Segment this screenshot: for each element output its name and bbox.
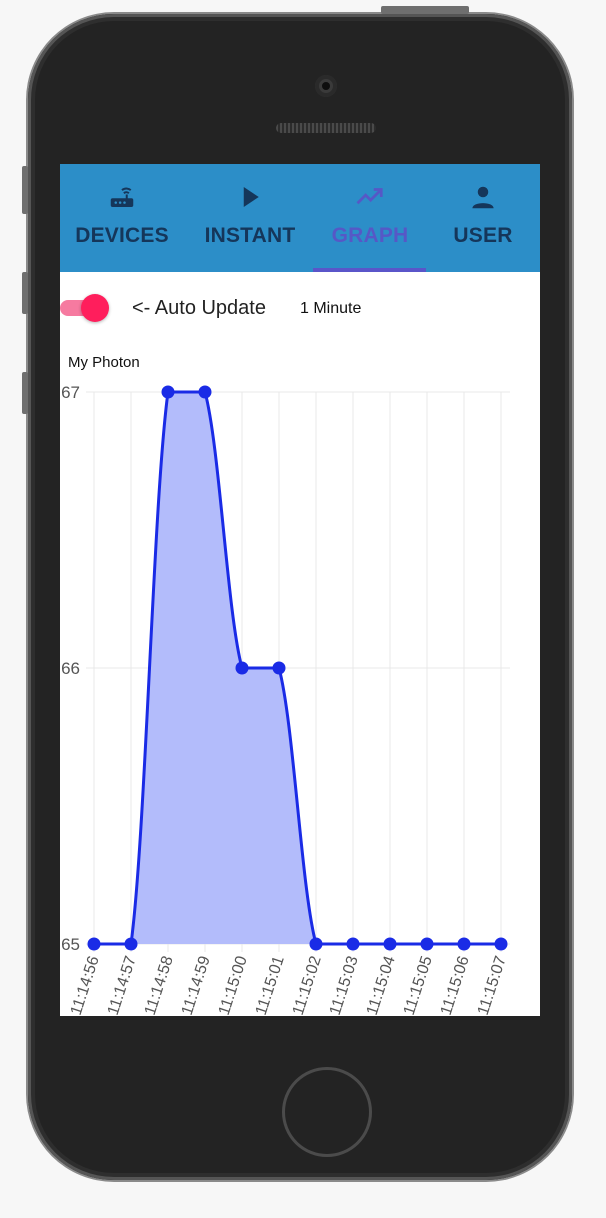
speaker-grille bbox=[276, 123, 376, 133]
data-point bbox=[272, 661, 286, 675]
tab-instant[interactable]: INSTANT bbox=[200, 164, 300, 272]
x-tick-label: 11:15:04 bbox=[364, 954, 399, 1016]
x-tick-label: 11:14:59 bbox=[179, 954, 214, 1016]
x-tick-label: 11:14:56 bbox=[68, 954, 103, 1016]
interval-selector[interactable]: 1 Minute bbox=[300, 300, 362, 317]
data-point bbox=[124, 937, 138, 951]
tab-user-label: USER bbox=[453, 224, 513, 247]
chart-title: My Photon bbox=[68, 354, 140, 371]
series-area bbox=[94, 392, 501, 944]
top-nav: DEVICES INSTANT GRAPH USER bbox=[60, 164, 540, 272]
data-point bbox=[87, 937, 101, 951]
camera-icon bbox=[315, 75, 337, 97]
tab-instant-label: INSTANT bbox=[204, 224, 296, 247]
mute-switch[interactable] bbox=[22, 166, 28, 214]
tab-user[interactable]: USER bbox=[433, 164, 533, 272]
x-tick-label: 11:14:57 bbox=[105, 954, 140, 1016]
toggle-knob bbox=[81, 294, 109, 322]
x-tick-label: 11:15:00 bbox=[216, 954, 251, 1016]
person-icon bbox=[472, 186, 494, 209]
volume-up-button[interactable] bbox=[22, 272, 28, 314]
home-button[interactable] bbox=[282, 1067, 372, 1157]
y-tick-label: 65 bbox=[61, 935, 80, 954]
data-point bbox=[309, 937, 323, 951]
x-tick-label: 11:15:02 bbox=[290, 954, 325, 1016]
active-tab-indicator bbox=[313, 268, 426, 272]
x-tick-label: 11:15:05 bbox=[401, 954, 436, 1016]
auto-update-toggle[interactable] bbox=[60, 294, 112, 322]
data-point bbox=[161, 385, 175, 399]
router-icon bbox=[110, 187, 134, 207]
data-point bbox=[494, 937, 508, 951]
x-tick-label: 11:14:58 bbox=[142, 954, 177, 1016]
power-button[interactable] bbox=[381, 6, 469, 14]
data-point bbox=[420, 937, 434, 951]
tab-devices[interactable]: DEVICES bbox=[72, 164, 172, 272]
play-icon bbox=[243, 187, 259, 207]
x-tick-label: 11:15:07 bbox=[475, 954, 510, 1016]
data-point bbox=[235, 661, 249, 675]
x-tick-label: 11:15:06 bbox=[438, 954, 473, 1016]
series-line bbox=[94, 390, 501, 946]
tab-graph-label: GRAPH bbox=[331, 224, 409, 247]
data-point bbox=[383, 937, 397, 951]
y-tick-label: 67 bbox=[61, 383, 80, 402]
data-point bbox=[457, 937, 471, 951]
y-tick-label: 66 bbox=[61, 659, 80, 678]
auto-update-label: <- Auto Update bbox=[132, 297, 266, 319]
volume-down-button[interactable] bbox=[22, 372, 28, 414]
data-point bbox=[346, 937, 360, 951]
app-screen: DEVICES INSTANT GRAPH USER <- Aut bbox=[60, 164, 540, 1016]
x-tick-label: 11:15:01 bbox=[253, 954, 288, 1016]
tab-graph[interactable]: GRAPH bbox=[320, 164, 420, 272]
data-point bbox=[198, 385, 212, 399]
x-tick-label: 11:15:03 bbox=[327, 954, 362, 1016]
tab-devices-label: DEVICES bbox=[75, 224, 169, 247]
trending-up-icon bbox=[356, 188, 383, 205]
